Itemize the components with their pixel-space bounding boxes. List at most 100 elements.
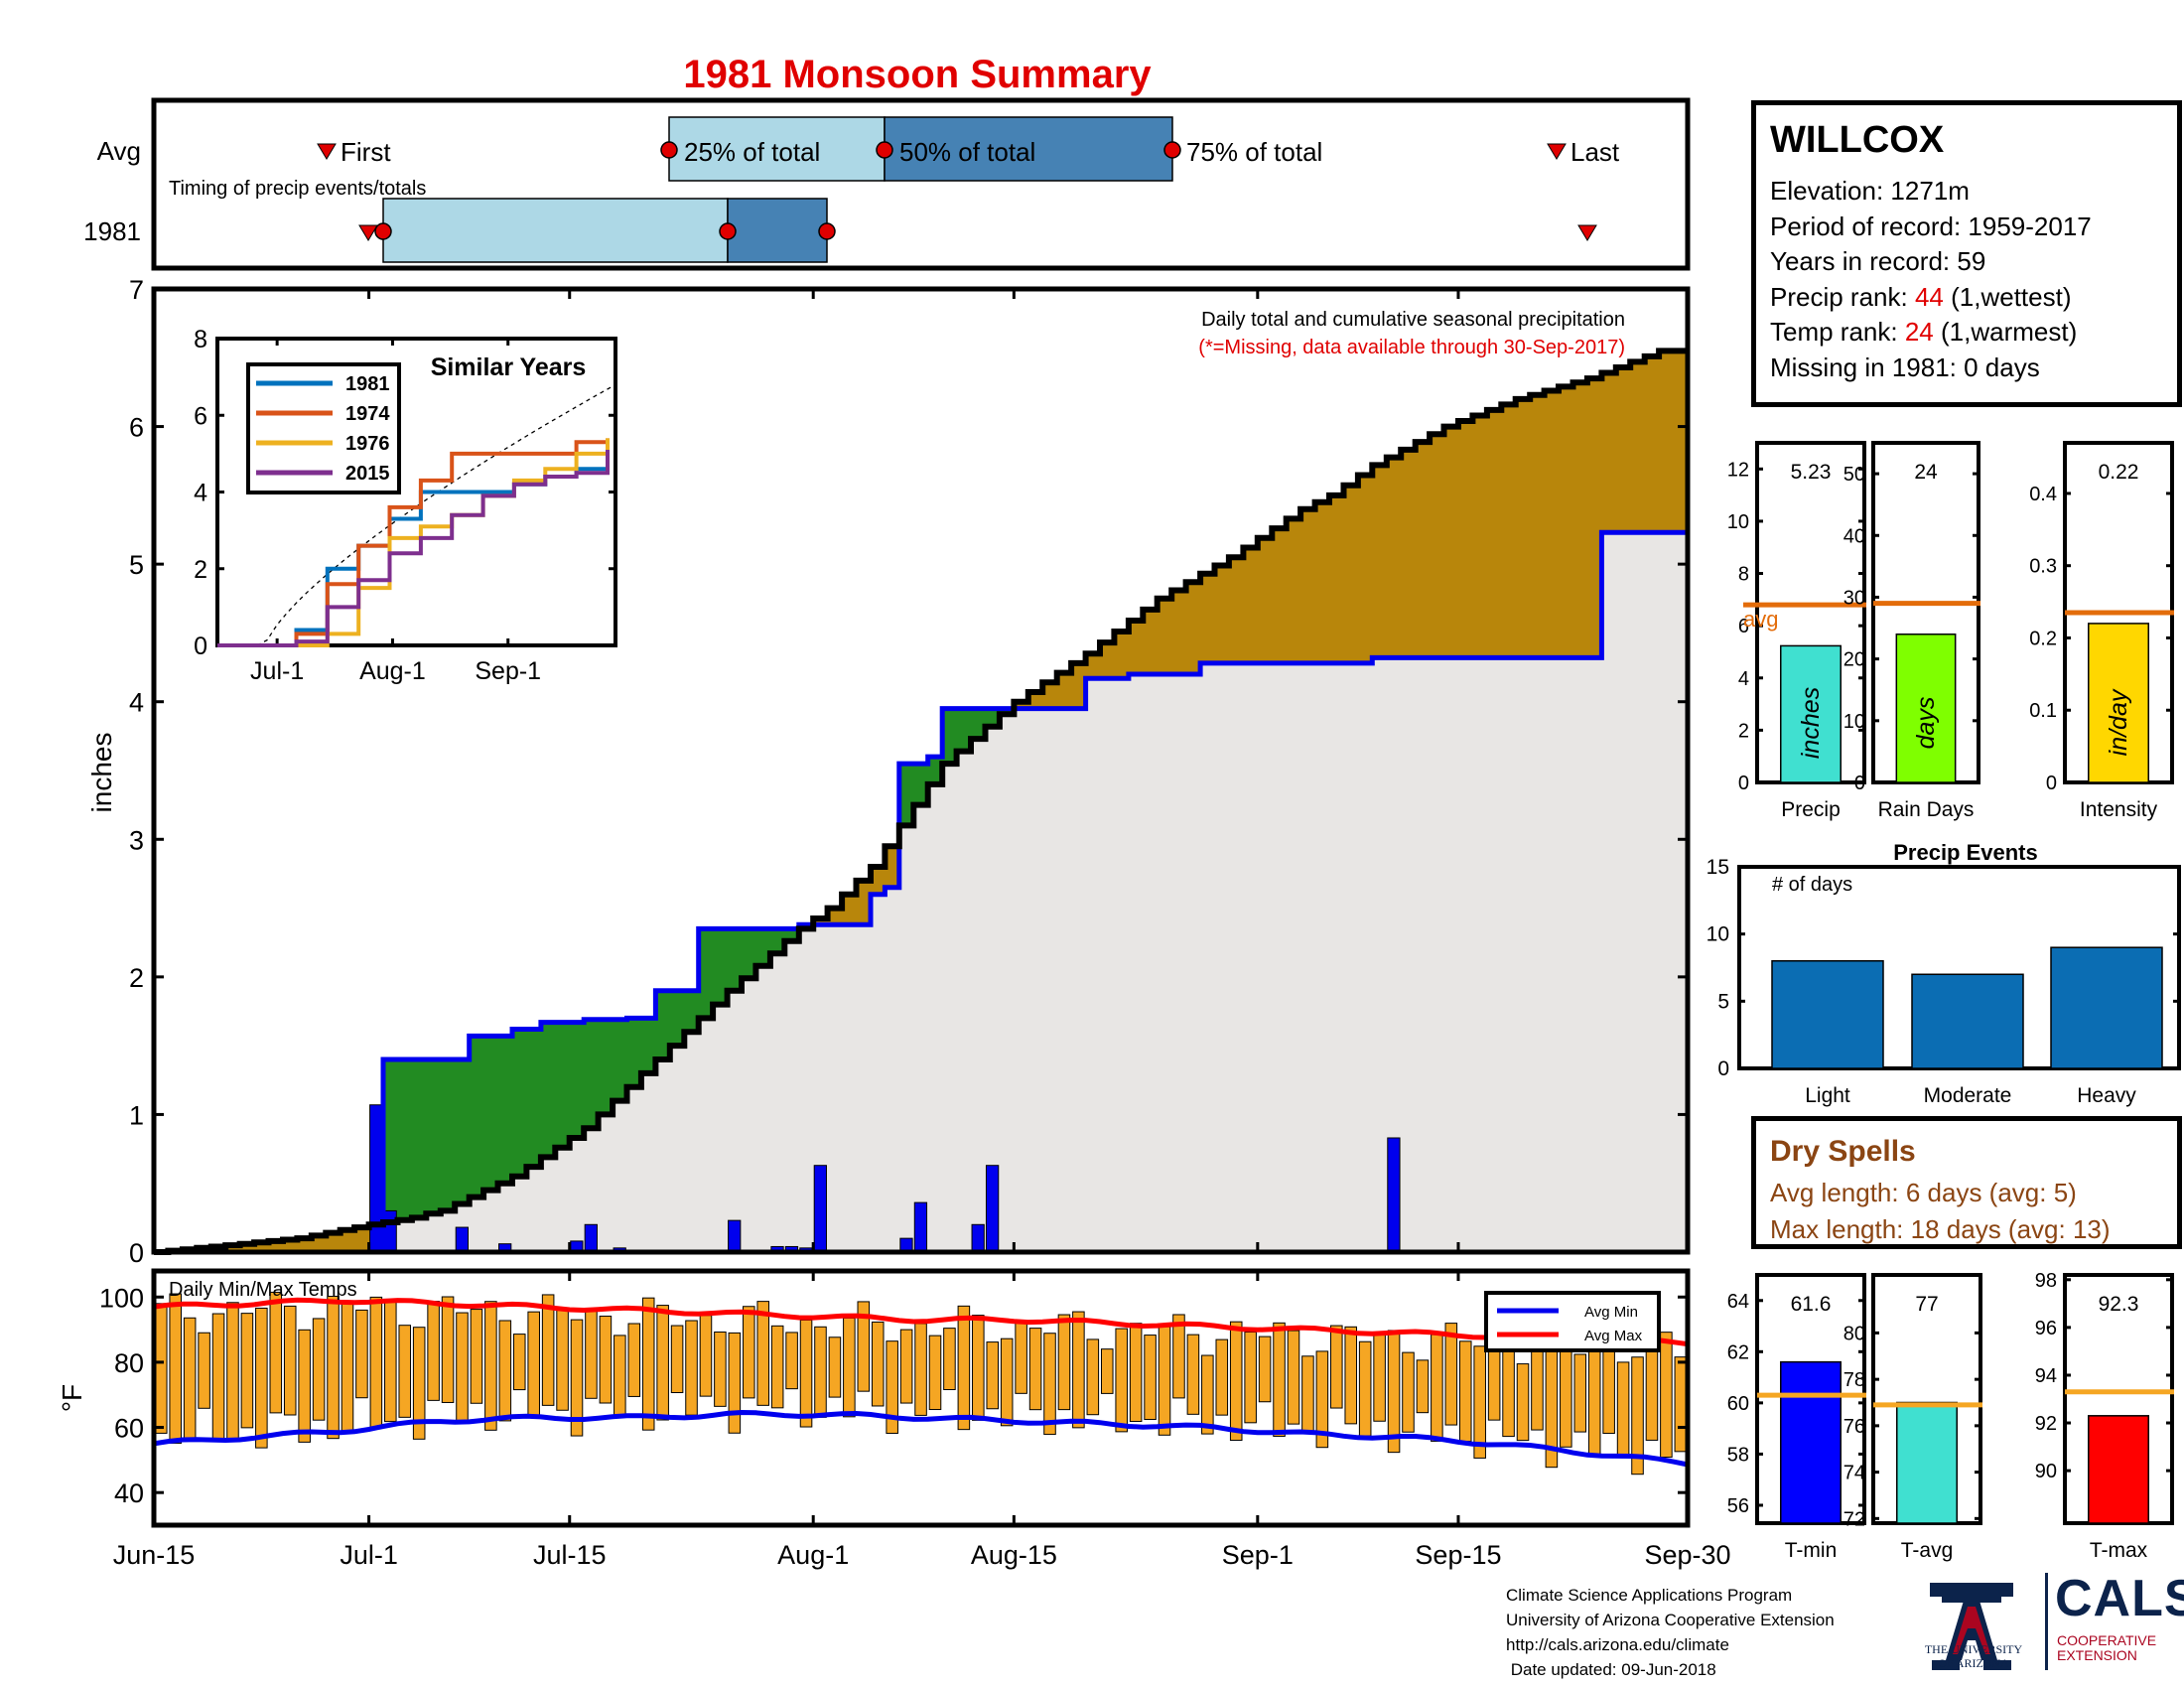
mini-tick-label: 74 xyxy=(1843,1463,1865,1484)
mini-tick-label: 50 xyxy=(1843,464,1865,486)
inset-y-tick-label: 2 xyxy=(194,556,207,584)
ua-logo-text: THE UNIVERSITY OF ARIZONA xyxy=(1924,1642,2023,1670)
daily-temp-bar xyxy=(799,1319,813,1428)
daily-temp-bar xyxy=(312,1318,326,1421)
daily-temp-bar xyxy=(427,1301,440,1401)
mini-value-label: 0.22 xyxy=(2099,461,2139,484)
mini-tick-label: 0.1 xyxy=(2029,700,2057,722)
daily-temp-bar xyxy=(1431,1334,1443,1442)
daily-temp-bar xyxy=(1660,1332,1673,1459)
mini-chart-tmax: 90 92 94 96 98 92.3 T-max xyxy=(2035,1270,2174,1562)
coop-line-1: COOPERATIVE xyxy=(2057,1632,2157,1648)
daily-temp-bar xyxy=(1015,1321,1027,1394)
cooperative-extension-logo: COOPERATIVE EXTENSION xyxy=(2057,1633,2156,1663)
daily-precip-bar xyxy=(985,1165,1000,1253)
daily-temp-bar xyxy=(1172,1314,1185,1399)
events-y-tick-label: 0 xyxy=(1717,1057,1729,1080)
main-missing-note: (*=Missing, data available through 30-Se… xyxy=(1198,337,1625,358)
inset-x-tick-label: Jul-1 xyxy=(250,657,304,685)
events-bar xyxy=(1911,973,2024,1069)
timing-subtitle: Timing of precip events/totals xyxy=(169,178,426,200)
daily-temp-bar xyxy=(699,1315,713,1397)
daily-temp-bar xyxy=(1057,1314,1071,1411)
mini-tick-label: 0 xyxy=(1738,773,1749,794)
temp-rank-label: Temp rank: xyxy=(1770,317,1898,347)
daily-temp-bar xyxy=(1587,1345,1601,1456)
avg-75-marker xyxy=(1163,141,1181,159)
events-bars: 0 5 10 15 Light Moderate Heavy xyxy=(1706,856,2179,1107)
daily-temp-bar xyxy=(1516,1363,1530,1442)
avg-last-label: Last xyxy=(1570,137,1620,167)
daily-temp-bar xyxy=(1416,1359,1430,1414)
daily-temp-bar xyxy=(1473,1345,1486,1459)
mini-inner-label: in/day xyxy=(2105,688,2132,756)
y1981-first-circle xyxy=(374,222,392,240)
y1981-50-marker xyxy=(719,222,737,240)
daily-temp-bar xyxy=(541,1294,555,1406)
avg-first-label: First xyxy=(341,137,391,167)
daily-precip-bars xyxy=(369,1104,1401,1253)
mini-axis-label: T-min xyxy=(1785,1539,1838,1562)
temp-title: Daily Min/Max Temps xyxy=(169,1279,357,1301)
mini-chart-intensity: 0 0.1 0.2 0.3 0.4 0.22 in/day Intensity xyxy=(2029,441,2174,821)
daily-temp-bar xyxy=(527,1311,540,1418)
mini-tick-label: 92 xyxy=(2035,1413,2057,1435)
precip-rank-note: (1,wettest) xyxy=(1951,281,2072,312)
mini-axis-label: Intensity xyxy=(2080,798,2158,821)
credits: Climate Science Applications Program Uni… xyxy=(1506,1583,1835,1682)
credits-line-2: University of Arizona Cooperative Extens… xyxy=(1506,1611,1835,1629)
credits-line-3[interactable]: http://cals.arizona.edu/climate xyxy=(1506,1635,1729,1654)
daily-precip-bar xyxy=(1387,1137,1401,1253)
daily-temp-bar xyxy=(814,1326,827,1418)
inset-average-line xyxy=(217,383,616,646)
inset-legend-label: 1974 xyxy=(345,403,390,425)
daily-temp-bar xyxy=(641,1297,655,1431)
daily-temp-bar xyxy=(498,1320,512,1422)
daily-temp-bar xyxy=(656,1305,669,1421)
daily-temp-bar xyxy=(1444,1323,1458,1426)
temp-y-axis: 40 60 80 100 xyxy=(99,1283,1688,1508)
mini-tick-label: 58 xyxy=(1727,1444,1749,1466)
daily-temp-bar xyxy=(1531,1345,1544,1431)
daily-temp-bar xyxy=(1273,1322,1286,1437)
events-category-label: Heavy xyxy=(2077,1084,2136,1107)
daily-temp-bar xyxy=(1616,1361,1630,1458)
avg-25-marker xyxy=(660,141,678,159)
daily-temp-bar xyxy=(512,1334,526,1391)
mini-value-bar xyxy=(1780,644,1842,783)
mini-tick-label: 0.2 xyxy=(2029,628,2057,649)
mini-inner-label: days xyxy=(1912,697,1940,750)
mini-axis-label: Rain Days xyxy=(1878,798,1975,821)
mini-value-bar xyxy=(1896,1401,1958,1524)
temp-y-tick-label: 40 xyxy=(114,1478,144,1508)
daily-temp-bar xyxy=(886,1340,898,1434)
events-category-label: Moderate xyxy=(1924,1084,2012,1107)
events-category-label: Light xyxy=(1805,1084,1850,1107)
date-tick-label: Aug-1 xyxy=(777,1540,849,1570)
above-average-area xyxy=(168,351,1688,1252)
mini-value-bar xyxy=(2088,1415,2149,1524)
date-tick-label: Sep-15 xyxy=(1415,1540,1501,1570)
avg-first-marker xyxy=(317,143,337,160)
daily-temp-bar xyxy=(570,1319,584,1437)
daily-temp-bar xyxy=(1344,1326,1358,1425)
station-name: WILLCOX xyxy=(1770,119,1945,161)
daily-temp-bar xyxy=(670,1325,684,1394)
main-y-axis: 0 1 2 3 4 5 6 7 xyxy=(129,275,1688,1268)
daily-temp-bar xyxy=(1186,1334,1200,1415)
inset-y-tick-label: 0 xyxy=(194,633,207,660)
daily-temp-bar xyxy=(398,1325,412,1418)
daily-temp-bar xyxy=(1631,1356,1644,1476)
daily-temp-bar xyxy=(484,1301,497,1431)
daily-temp-bar xyxy=(928,1335,942,1411)
daily-precip-bar xyxy=(584,1223,598,1253)
daily-temp-bar xyxy=(957,1305,971,1431)
daily-temp-bar xyxy=(1330,1325,1343,1409)
daily-temp-bar xyxy=(1000,1337,1014,1427)
daily-temp-bar xyxy=(843,1317,856,1418)
avg-min-line xyxy=(153,1409,1689,1468)
inset-x-tick-label: Aug-1 xyxy=(359,657,426,685)
inset-legend-label: 2015 xyxy=(345,463,390,485)
timing-year-label: 1981 xyxy=(83,216,141,246)
